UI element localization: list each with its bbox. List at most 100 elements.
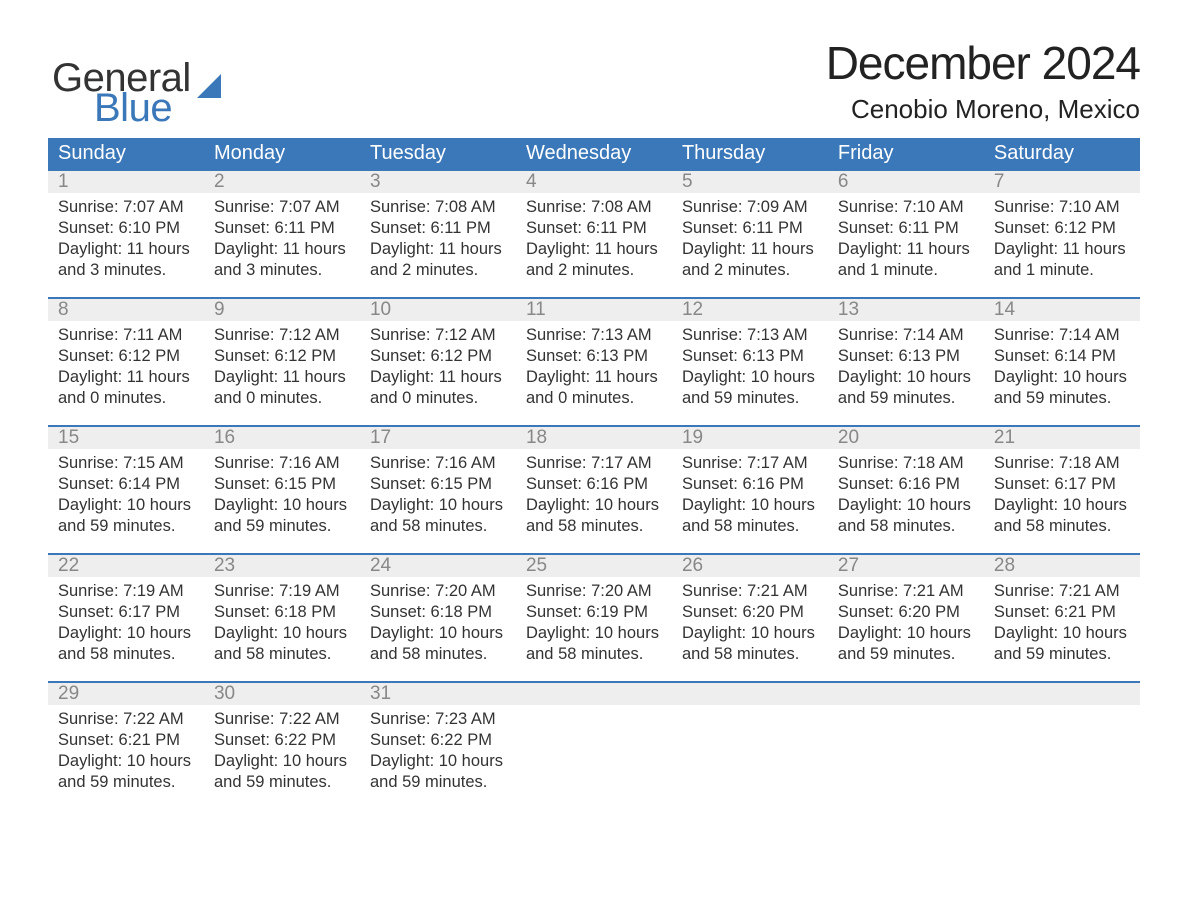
sunrise-text: Sunrise: 7:16 AM (370, 453, 508, 474)
day-cell: 18Sunrise: 7:17 AMSunset: 6:16 PMDayligh… (516, 427, 672, 553)
day-number: 25 (516, 555, 672, 577)
week-row: 8Sunrise: 7:11 AMSunset: 6:12 PMDaylight… (48, 297, 1140, 425)
daylight-line2: and 2 minutes. (526, 260, 664, 281)
sunset-text: Sunset: 6:22 PM (214, 730, 352, 751)
daylight-line1: Daylight: 11 hours (838, 239, 976, 260)
day-body: Sunrise: 7:22 AMSunset: 6:21 PMDaylight:… (48, 705, 204, 793)
sunrise-text: Sunrise: 7:15 AM (58, 453, 196, 474)
daylight-line1: Daylight: 10 hours (58, 623, 196, 644)
sunset-text: Sunset: 6:22 PM (370, 730, 508, 751)
daylight-line1: Daylight: 10 hours (526, 623, 664, 644)
week-row: 22Sunrise: 7:19 AMSunset: 6:17 PMDayligh… (48, 553, 1140, 681)
day-cell: 4Sunrise: 7:08 AMSunset: 6:11 PMDaylight… (516, 171, 672, 297)
day-cell: 10Sunrise: 7:12 AMSunset: 6:12 PMDayligh… (360, 299, 516, 425)
day-number: 26 (672, 555, 828, 577)
day-body: Sunrise: 7:21 AMSunset: 6:21 PMDaylight:… (984, 577, 1140, 665)
day-number: 20 (828, 427, 984, 449)
day-number: 8 (48, 299, 204, 321)
daylight-line2: and 1 minute. (838, 260, 976, 281)
sunset-text: Sunset: 6:11 PM (214, 218, 352, 239)
sunrise-text: Sunrise: 7:22 AM (214, 709, 352, 730)
daylight-line1: Daylight: 11 hours (994, 239, 1132, 260)
daylight-line2: and 58 minutes. (526, 644, 664, 665)
daylight-line1: Daylight: 10 hours (214, 495, 352, 516)
day-number: 3 (360, 171, 516, 193)
day-cell (828, 683, 984, 809)
daylight-line2: and 58 minutes. (682, 644, 820, 665)
weekday-fri: Friday (828, 142, 984, 165)
daylight-line1: Daylight: 11 hours (214, 367, 352, 388)
day-body: Sunrise: 7:11 AMSunset: 6:12 PMDaylight:… (48, 321, 204, 409)
day-number: 24 (360, 555, 516, 577)
day-cell: 26Sunrise: 7:21 AMSunset: 6:20 PMDayligh… (672, 555, 828, 681)
sunrise-text: Sunrise: 7:14 AM (994, 325, 1132, 346)
sunset-text: Sunset: 6:12 PM (994, 218, 1132, 239)
sunrise-text: Sunrise: 7:13 AM (682, 325, 820, 346)
sunrise-text: Sunrise: 7:07 AM (214, 197, 352, 218)
daylight-line2: and 2 minutes. (370, 260, 508, 281)
sunset-text: Sunset: 6:19 PM (526, 602, 664, 623)
sunset-text: Sunset: 6:16 PM (526, 474, 664, 495)
sunset-text: Sunset: 6:21 PM (994, 602, 1132, 623)
day-number: 14 (984, 299, 1140, 321)
day-cell: 20Sunrise: 7:18 AMSunset: 6:16 PMDayligh… (828, 427, 984, 553)
day-number: 30 (204, 683, 360, 705)
day-number: 9 (204, 299, 360, 321)
sunrise-text: Sunrise: 7:16 AM (214, 453, 352, 474)
sunset-text: Sunset: 6:11 PM (370, 218, 508, 239)
brand-logo: General Blue (52, 60, 221, 126)
day-body: Sunrise: 7:20 AMSunset: 6:18 PMDaylight:… (360, 577, 516, 665)
title-block: December 2024 Cenobio Moreno, Mexico (826, 36, 1140, 125)
daylight-line2: and 59 minutes. (682, 388, 820, 409)
day-body: Sunrise: 7:17 AMSunset: 6:16 PMDaylight:… (672, 449, 828, 537)
day-number: 22 (48, 555, 204, 577)
sunset-text: Sunset: 6:10 PM (58, 218, 196, 239)
day-number: 19 (672, 427, 828, 449)
daylight-line2: and 59 minutes. (838, 644, 976, 665)
sunset-text: Sunset: 6:11 PM (682, 218, 820, 239)
day-cell: 29Sunrise: 7:22 AMSunset: 6:21 PMDayligh… (48, 683, 204, 809)
daylight-line2: and 58 minutes. (370, 516, 508, 537)
day-number (672, 683, 828, 705)
sunrise-text: Sunrise: 7:18 AM (838, 453, 976, 474)
day-number: 31 (360, 683, 516, 705)
day-cell: 22Sunrise: 7:19 AMSunset: 6:17 PMDayligh… (48, 555, 204, 681)
daylight-line1: Daylight: 10 hours (58, 751, 196, 772)
daylight-line1: Daylight: 10 hours (838, 623, 976, 644)
day-cell: 27Sunrise: 7:21 AMSunset: 6:20 PMDayligh… (828, 555, 984, 681)
sunrise-text: Sunrise: 7:14 AM (838, 325, 976, 346)
weekday-sun: Sunday (48, 142, 204, 165)
day-body: Sunrise: 7:18 AMSunset: 6:16 PMDaylight:… (828, 449, 984, 537)
day-body: Sunrise: 7:16 AMSunset: 6:15 PMDaylight:… (204, 449, 360, 537)
sunrise-text: Sunrise: 7:12 AM (370, 325, 508, 346)
weekday-mon: Monday (204, 142, 360, 165)
day-body: Sunrise: 7:19 AMSunset: 6:18 PMDaylight:… (204, 577, 360, 665)
weekday-wed: Wednesday (516, 142, 672, 165)
day-body: Sunrise: 7:19 AMSunset: 6:17 PMDaylight:… (48, 577, 204, 665)
daylight-line2: and 59 minutes. (214, 516, 352, 537)
daylight-line1: Daylight: 10 hours (370, 623, 508, 644)
daylight-line2: and 0 minutes. (370, 388, 508, 409)
daylight-line2: and 58 minutes. (994, 516, 1132, 537)
day-number: 29 (48, 683, 204, 705)
daylight-line2: and 58 minutes. (214, 644, 352, 665)
daylight-line1: Daylight: 10 hours (682, 495, 820, 516)
day-cell: 17Sunrise: 7:16 AMSunset: 6:15 PMDayligh… (360, 427, 516, 553)
sunrise-text: Sunrise: 7:17 AM (682, 453, 820, 474)
day-body: Sunrise: 7:21 AMSunset: 6:20 PMDaylight:… (672, 577, 828, 665)
daylight-line2: and 58 minutes. (682, 516, 820, 537)
day-cell: 11Sunrise: 7:13 AMSunset: 6:13 PMDayligh… (516, 299, 672, 425)
day-number: 15 (48, 427, 204, 449)
daylight-line1: Daylight: 10 hours (838, 367, 976, 388)
day-cell: 8Sunrise: 7:11 AMSunset: 6:12 PMDaylight… (48, 299, 204, 425)
day-number: 27 (828, 555, 984, 577)
daylight-line2: and 58 minutes. (370, 644, 508, 665)
day-body: Sunrise: 7:12 AMSunset: 6:12 PMDaylight:… (204, 321, 360, 409)
sunrise-text: Sunrise: 7:20 AM (526, 581, 664, 602)
day-cell: 15Sunrise: 7:15 AMSunset: 6:14 PMDayligh… (48, 427, 204, 553)
daylight-line2: and 59 minutes. (838, 388, 976, 409)
sunset-text: Sunset: 6:16 PM (838, 474, 976, 495)
sunset-text: Sunset: 6:21 PM (58, 730, 196, 751)
day-cell: 19Sunrise: 7:17 AMSunset: 6:16 PMDayligh… (672, 427, 828, 553)
daylight-line1: Daylight: 10 hours (214, 751, 352, 772)
